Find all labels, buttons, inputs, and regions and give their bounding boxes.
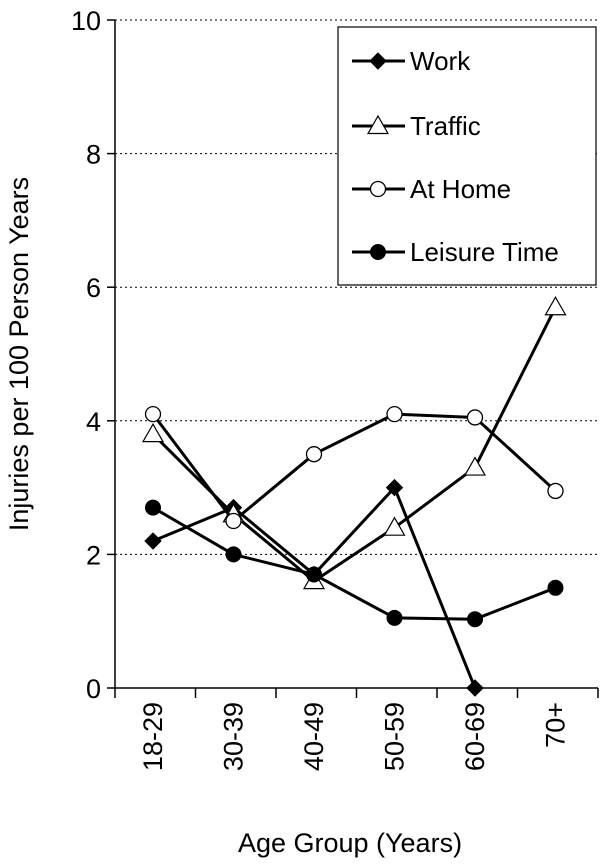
data-point <box>306 566 322 583</box>
series-leisure-time <box>145 499 564 628</box>
series-line <box>151 412 557 523</box>
legend-box <box>337 26 597 286</box>
x-tick-label: 50-59 <box>380 702 410 771</box>
data-point <box>466 409 484 426</box>
x-tick-label: 18-29 <box>138 702 168 771</box>
series-line <box>152 506 557 621</box>
x-ticks: 18-29 30-39 40-49 50-59 60-69 70+ <box>114 688 599 771</box>
y-tick-label: 10 <box>71 6 101 36</box>
data-point <box>385 478 404 497</box>
data-point <box>144 532 162 550</box>
legend: Work Traffic At Home Leisure Time <box>337 26 597 286</box>
y-tick-label: 6 <box>86 273 101 303</box>
y-tick-label: 2 <box>86 540 101 570</box>
data-point <box>463 456 487 476</box>
legend-label: Work <box>410 46 471 76</box>
legend-label: Traffic <box>410 111 481 141</box>
x-tick-label: 60-69 <box>460 702 490 771</box>
x-tick-label: 70+ <box>541 702 571 748</box>
x-tick-label: 30-39 <box>219 702 249 771</box>
legend-label: Leisure Time <box>410 237 559 267</box>
data-point <box>225 512 242 530</box>
x-tick-label: 40-49 <box>299 702 329 771</box>
series-at-home <box>144 405 564 530</box>
data-point <box>544 296 567 316</box>
data-point <box>547 482 564 500</box>
legend-label: At Home <box>410 174 511 204</box>
x-axis-title: Age Group (Years) <box>238 828 462 858</box>
legend-marker <box>369 52 387 70</box>
y-tick-label: 0 <box>86 674 101 704</box>
y-axis-title: Injuries per 100 Person Years <box>4 177 34 531</box>
y-ticks: 0 2 4 6 8 10 <box>71 6 115 704</box>
data-point <box>145 499 161 516</box>
legend-marker <box>370 244 386 260</box>
legend-marker <box>366 114 390 135</box>
data-point <box>305 446 323 463</box>
data-point <box>386 609 403 626</box>
y-tick-label: 8 <box>86 140 101 170</box>
data-point <box>144 405 162 423</box>
series-line <box>151 306 557 583</box>
data-point <box>141 422 165 443</box>
series-layer <box>141 296 567 697</box>
y-tick-label: 4 <box>86 407 101 437</box>
data-point <box>547 579 564 596</box>
data-point <box>383 516 406 536</box>
data-point <box>386 405 403 423</box>
data-point <box>225 546 242 563</box>
legend-marker <box>369 180 387 198</box>
data-point <box>467 611 483 628</box>
data-point <box>466 679 484 697</box>
